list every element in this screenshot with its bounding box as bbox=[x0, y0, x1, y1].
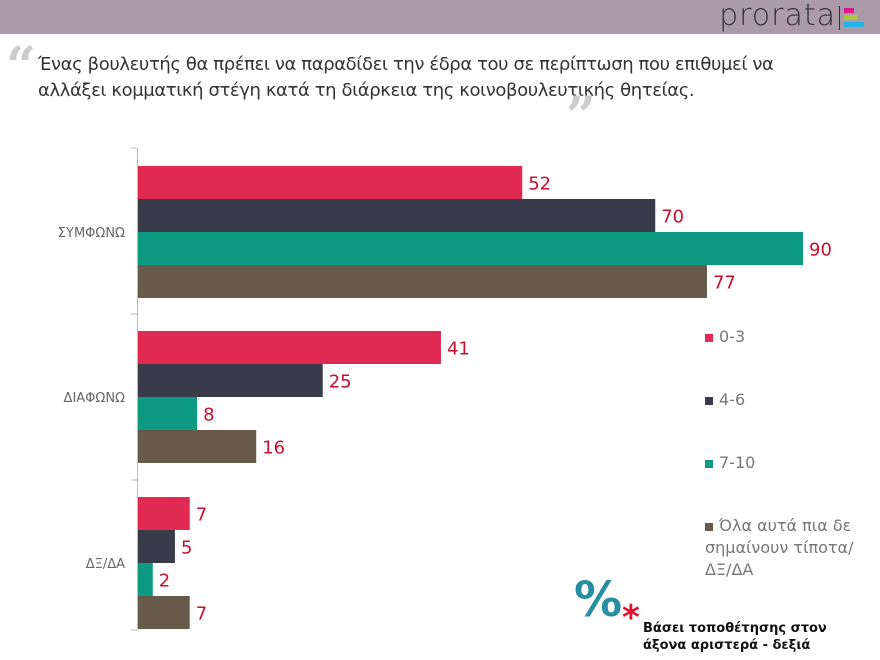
bar bbox=[138, 596, 190, 629]
data-label: 5 bbox=[181, 538, 192, 559]
data-label: 41 bbox=[447, 339, 470, 360]
bar bbox=[138, 199, 656, 232]
open-quote-icon: “ bbox=[6, 36, 36, 97]
legend-item: 7-10 bbox=[705, 452, 785, 474]
legend-swatch bbox=[705, 523, 713, 531]
category-label: ΔΙΑΦΩΝΩ bbox=[64, 391, 126, 406]
data-label: 7 bbox=[196, 604, 207, 625]
data-label: 7 bbox=[196, 505, 207, 526]
data-label: 70 bbox=[661, 207, 684, 228]
bar bbox=[138, 364, 323, 397]
category-label: ΔΞ/ΔΑ bbox=[86, 557, 125, 572]
header-bar: prorata bbox=[0, 0, 880, 34]
bar bbox=[138, 397, 198, 430]
legend-label: Όλα αυτά πια δε σημαίνουν τίποτα/ΔΞ/ΔΑ bbox=[705, 516, 854, 579]
bar bbox=[138, 497, 190, 530]
percent-icon: % bbox=[574, 572, 623, 628]
asterisk-icon: * bbox=[622, 598, 640, 638]
legend-swatch bbox=[705, 460, 713, 468]
bar bbox=[138, 331, 441, 364]
data-label: 52 bbox=[528, 174, 551, 195]
data-label: 90 bbox=[809, 240, 832, 261]
bar bbox=[138, 166, 523, 199]
bar bbox=[138, 232, 803, 265]
data-label: 16 bbox=[262, 438, 285, 459]
data-label: 77 bbox=[713, 273, 736, 294]
data-label: 2 bbox=[159, 571, 170, 592]
logo-mark-icon bbox=[839, 6, 870, 30]
close-quote-icon: ” bbox=[566, 86, 596, 147]
legend-label: 0-3 bbox=[719, 327, 746, 346]
legend-swatch bbox=[705, 397, 713, 405]
legend-swatch bbox=[705, 334, 713, 342]
bar bbox=[138, 563, 153, 596]
data-label: 8 bbox=[203, 405, 214, 426]
bar bbox=[138, 265, 707, 298]
footnote: Βάσει τοποθέτησης στον άξονα αριστερά - … bbox=[643, 621, 827, 653]
bar bbox=[138, 430, 257, 463]
legend-item: Όλα αυτά πια δε σημαίνουν τίποτα/ΔΞ/ΔΑ bbox=[705, 515, 855, 581]
bar bbox=[138, 530, 175, 563]
legend-label: 4-6 bbox=[719, 390, 746, 409]
legend-item: 0-3 bbox=[705, 326, 785, 348]
prorata-logo: prorata bbox=[719, 0, 836, 33]
question-text: Ένας βουλευτής θα πρέπει να παραδίδει τη… bbox=[38, 54, 774, 101]
legend-item: 4-6 bbox=[705, 389, 785, 411]
category-label: ΣΥΜΦΩΝΩ bbox=[58, 226, 125, 241]
data-label: 25 bbox=[329, 372, 352, 393]
legend-label: 7-10 bbox=[719, 453, 756, 472]
